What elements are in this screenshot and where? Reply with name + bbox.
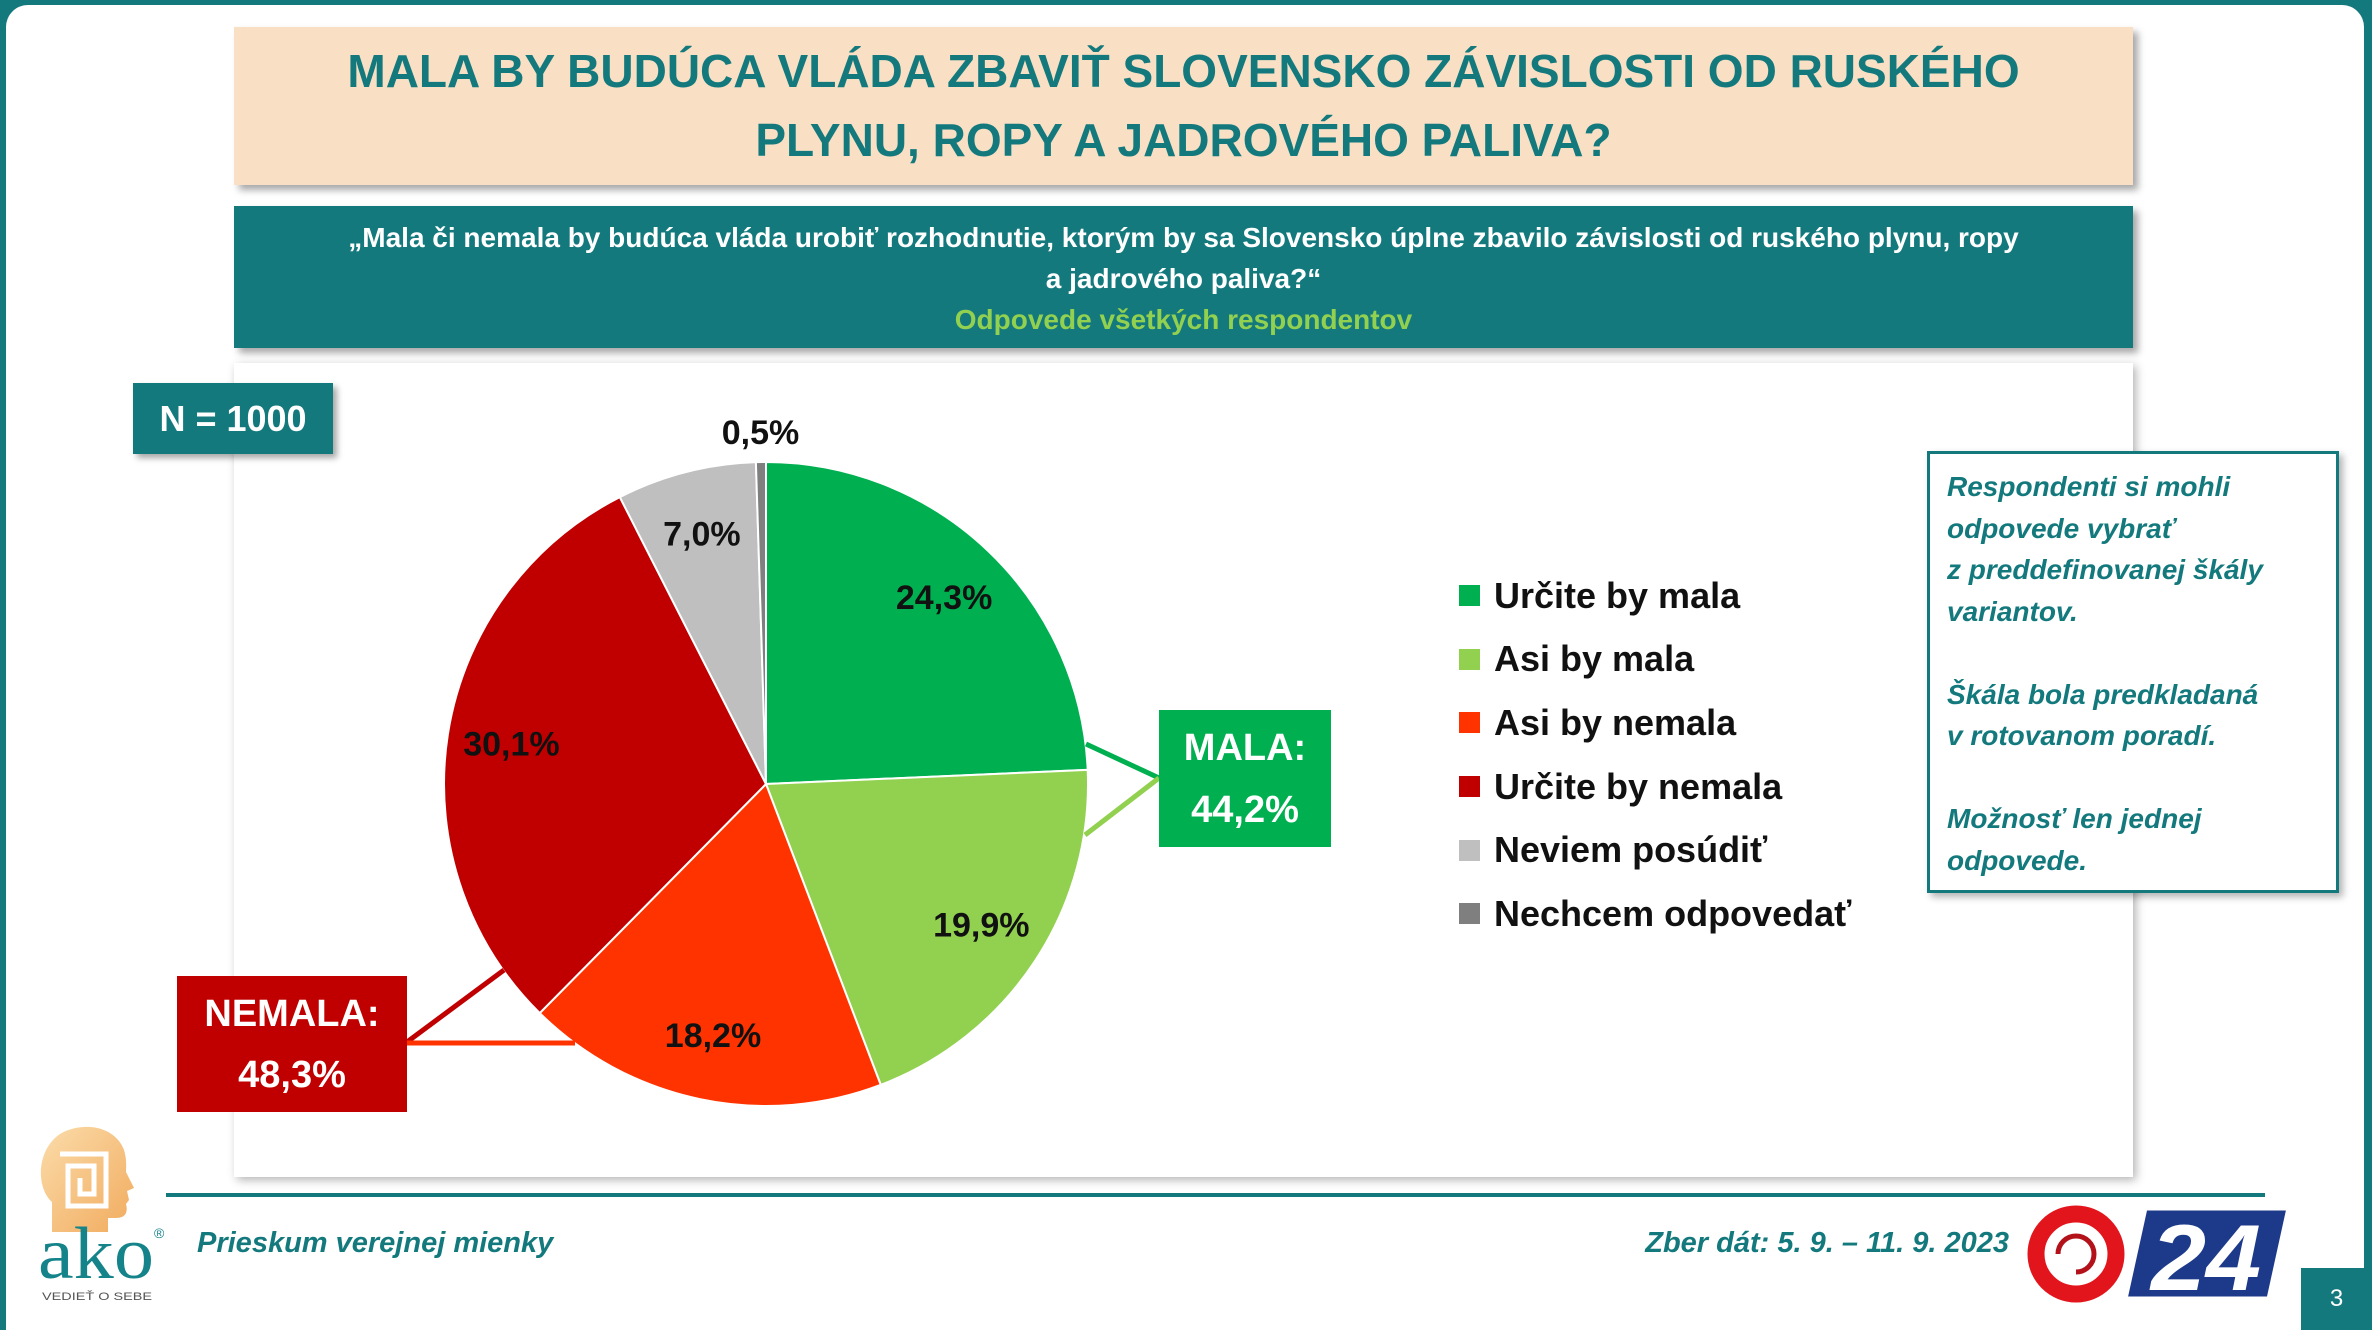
note-line: variantov. <box>1947 595 2078 627</box>
channel-24-logo: 24 <box>2027 1205 2293 1308</box>
group-label: NEMALA: <box>204 993 380 1035</box>
legend-label: Určite by mala <box>1494 574 1741 616</box>
title-line-2: PLYNU, ROPY A JADROVÉHO PALIVA? <box>755 114 1612 166</box>
ako-logo: ako ® VEDIEŤ O SEBE <box>38 1126 165 1303</box>
group-value: 48,3% <box>238 1054 346 1096</box>
channel-number: 24 <box>2149 1205 2261 1308</box>
data-label-asi-by-nemala: 18,2% <box>665 1017 761 1055</box>
pie-slice-asi-by-nemala <box>538 782 883 1107</box>
legend-swatch <box>1459 839 1480 861</box>
data-label-neviem-posudit: 7,0% <box>663 516 741 554</box>
page-number: 3 <box>2301 1268 2372 1330</box>
legend-item-urcite-by-mala: Určite by mala <box>1459 564 1851 628</box>
sample-size-badge: N = 1000 <box>133 383 333 454</box>
chart-legend: Určite by mala Asi by mala Asi by nemala… <box>1459 564 1851 946</box>
group-connectors <box>405 741 1161 1046</box>
registered-mark: ® <box>154 1225 165 1241</box>
legend-item-asi-by-mala: Asi by mala <box>1459 628 1851 692</box>
note-line: odpovede. <box>1947 844 2088 876</box>
pie-slice-urcite-by-mala <box>765 460 1089 786</box>
title-banner: MALA BY BUDÚCA VLÁDA ZBAVIŤ SLOVENSKO ZÁ… <box>234 27 2133 185</box>
legend-swatch <box>1459 903 1480 925</box>
note-line: odpovede vybrať <box>1947 512 2176 544</box>
legend-item-nechcem-odpovedat: Nechcem odpovedať <box>1459 882 1851 946</box>
question-line-1: „Mala či nemala by budúca vláda urobiť r… <box>348 222 2019 253</box>
pie-data-labels: 24,3% 19,9% 18,2% 30,1% 7,0% 0,5% <box>463 414 1029 1055</box>
legend-label: Určite by nemala <box>1494 765 1783 807</box>
note-paragraph: Respondenti si mohli odpovede vybrať z p… <box>1947 466 2328 632</box>
note-paragraph: Škála bola predkladaná v rotovanom porad… <box>1947 674 2328 757</box>
footer-divider <box>166 1193 2265 1197</box>
legend-swatch <box>1459 585 1480 607</box>
pie-slice-neviem-posudit <box>618 461 767 785</box>
survey-name: Prieskum verejnej mienky <box>197 1227 554 1259</box>
group-box-nemala: NEMALA: 48,3% <box>177 976 407 1112</box>
question-line-2: a jadrového paliva?“ <box>1045 263 1322 294</box>
note-line: v rotovanom poradí. <box>1947 720 2217 751</box>
legend-item-urcite-by-nemala: Určite by nemala <box>1459 755 1851 819</box>
connector-nemala-urcite <box>405 967 506 1045</box>
data-label-asi-by-mala: 19,9% <box>933 906 1029 944</box>
red-ring-icon <box>2027 1205 2125 1303</box>
respondents-subtitle: Odpovede všetkých respondentov <box>954 304 1413 335</box>
legend-label: Nechcem odpovedať <box>1494 892 1852 934</box>
legend-label: Neviem posúdiť <box>1494 829 1768 871</box>
group-value: 44,2% <box>1191 789 1299 831</box>
maze-spiral-icon <box>60 1151 109 1209</box>
note-paragraph: Možnosť len jednej odpovede. <box>1947 798 2328 881</box>
ako-tagline: VEDIEŤ O SEBE <box>42 1290 152 1303</box>
data-label-urcite-by-mala: 24,3% <box>896 579 992 617</box>
data-label-urcite-by-nemala: 30,1% <box>463 726 559 764</box>
legend-swatch <box>1459 648 1480 670</box>
legend-label: Asi by mala <box>1494 638 1695 680</box>
pie-slice-asi-by-mala <box>764 768 1090 1087</box>
group-box-mala: MALA: 44,2% <box>1159 710 1331 847</box>
note-line: z preddefinovanej škály <box>1947 554 2263 585</box>
pie-slice-nechcem-odpovedat <box>754 460 767 785</box>
blue-parallelogram-icon <box>2121 1205 2293 1302</box>
legend-label: Asi by nemala <box>1494 701 1737 743</box>
note-line: Škála bola predkladaná <box>1947 678 2259 710</box>
red-swirl-icon <box>2055 1233 2097 1275</box>
legend-swatch <box>1459 712 1480 734</box>
data-label-nechcem-odpovedat: 0,5% <box>722 414 800 452</box>
ako-wordmark: ako <box>38 1213 154 1295</box>
legend-swatch <box>1459 776 1480 798</box>
collection-dates: Zber dát: 5. 9. – 11. 9. 2023 <box>1645 1227 2009 1259</box>
connector-mala-urcite <box>1084 741 1161 781</box>
title-line-1: MALA BY BUDÚCA VLÁDA ZBAVIŤ SLOVENSKO ZÁ… <box>347 45 2020 97</box>
legend-item-asi-by-nemala: Asi by nemala <box>1459 691 1851 755</box>
note-line: Respondenti si mohli <box>1947 471 2231 502</box>
connector-mala-asi <box>1083 776 1161 837</box>
note-line: Možnosť len jednej <box>1947 803 2202 834</box>
pie-slices <box>443 460 1090 1107</box>
legend-item-neviem-posudit: Neviem posúdiť <box>1459 818 1851 882</box>
question-banner: „Mala či nemala by budúca vláda urobiť r… <box>234 206 2133 348</box>
methodology-note: Respondenti si mohli odpovede vybrať z p… <box>1927 451 2339 893</box>
group-label: MALA: <box>1183 727 1307 769</box>
